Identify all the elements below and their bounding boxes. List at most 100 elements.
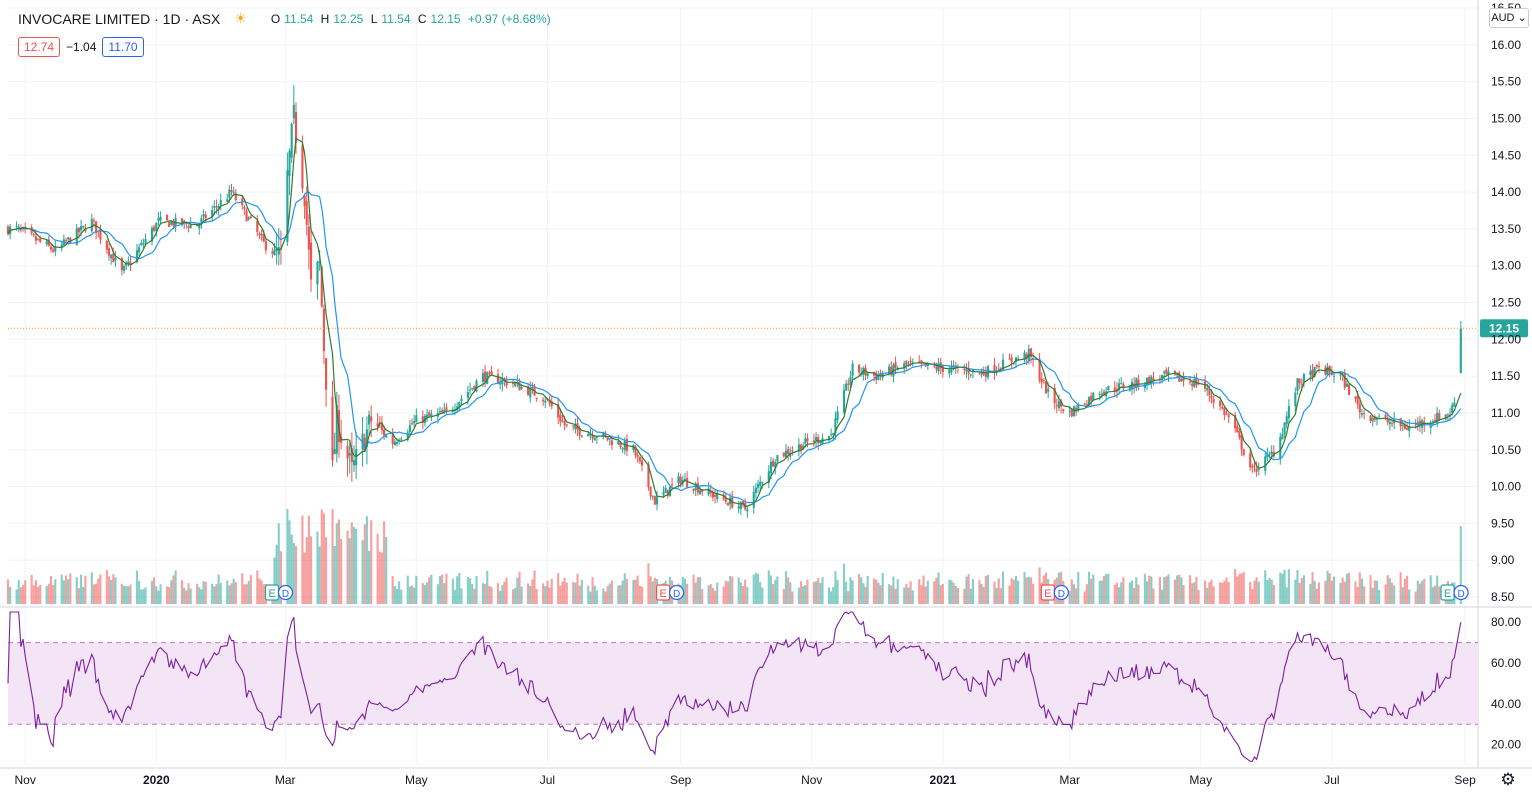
volume-bar <box>1373 580 1376 604</box>
volume-bar <box>1356 587 1359 604</box>
candle-body <box>501 379 504 385</box>
volume-bar <box>185 590 188 604</box>
candle-body <box>918 361 921 363</box>
volume-bar <box>971 579 975 604</box>
candle-body <box>1044 381 1048 394</box>
volume-bar <box>325 537 328 604</box>
candle-body <box>1148 377 1151 385</box>
candle-body <box>746 509 749 512</box>
volume-bar <box>60 574 63 604</box>
volume-bar <box>1266 580 1269 604</box>
volume-bar <box>1227 582 1230 604</box>
candle-body <box>196 224 199 227</box>
open-value: 11.54 <box>284 11 314 26</box>
candle-body <box>82 225 85 228</box>
volume-bar <box>135 570 139 604</box>
volume-bar <box>1328 573 1331 604</box>
candle-body <box>1371 417 1374 422</box>
candle-body <box>1167 371 1170 376</box>
volume-bar <box>546 580 549 604</box>
candle-body <box>514 382 517 386</box>
symbol-title[interactable]: INVOCARE LIMITED · 1D · ASX <box>18 10 221 27</box>
badge-left[interactable]: 12.74 <box>18 37 61 57</box>
volume-bar <box>948 579 951 604</box>
candle-body <box>1057 401 1060 408</box>
volume-bar <box>181 580 184 604</box>
candle-body <box>707 488 710 495</box>
candle-body <box>821 438 824 445</box>
volume-bar <box>952 582 955 604</box>
candle-body <box>1414 424 1417 426</box>
volume-bar <box>159 584 162 604</box>
candle-body <box>984 372 987 377</box>
last-price-label: 12.15 <box>1489 321 1519 335</box>
volume-bar <box>1145 581 1149 604</box>
volume-bar <box>514 587 517 604</box>
volume-bar <box>352 527 356 604</box>
price-tick-label: 10.00 <box>1491 480 1521 494</box>
volume-bar <box>1072 584 1076 604</box>
volume-bar <box>804 585 807 604</box>
candle-body <box>1176 373 1179 376</box>
candle-body <box>621 448 624 450</box>
candle-body <box>260 233 263 236</box>
candle-body <box>535 397 538 399</box>
candle-body <box>262 234 265 242</box>
volume-bar <box>520 586 523 604</box>
volume-bar <box>802 586 805 604</box>
candle-body <box>655 496 659 505</box>
badge-right[interactable]: 11.70 <box>102 37 144 57</box>
candle-body <box>1098 393 1101 395</box>
volume-bar <box>443 583 446 604</box>
candle-body <box>608 438 611 440</box>
candle-body <box>1332 375 1336 377</box>
candle-body <box>1165 369 1168 375</box>
candle-body <box>365 429 368 447</box>
volume-bar <box>621 580 624 604</box>
currency-select[interactable]: AUD ⌄ <box>1489 8 1529 28</box>
volume-bar <box>1249 581 1252 604</box>
candle-body <box>634 446 637 456</box>
candle-body <box>17 226 20 228</box>
volume-bar <box>1369 575 1372 604</box>
volume-bar <box>903 587 906 604</box>
candle-body <box>1264 456 1267 471</box>
rsi-tick-label: 80.00 <box>1491 615 1521 629</box>
candle-body <box>1083 403 1086 405</box>
candle-body <box>1060 400 1063 407</box>
candle-body <box>920 360 923 364</box>
candle-body <box>1068 410 1071 412</box>
volume-bar <box>933 581 936 604</box>
volume-bar <box>157 590 160 604</box>
volume-bar <box>797 587 800 604</box>
volume-bar <box>213 586 216 604</box>
candle-body <box>1373 416 1376 420</box>
volume-bar <box>969 588 972 604</box>
volume-bar <box>1414 591 1417 604</box>
volume-bar <box>1311 572 1314 604</box>
gear-icon[interactable]: ⚙ <box>1500 770 1516 789</box>
candle-body <box>1137 379 1140 387</box>
volume-bar <box>187 583 190 604</box>
volume-bar <box>832 586 835 604</box>
candle-body <box>92 220 96 222</box>
volume-bar <box>881 573 884 604</box>
candle-body <box>1438 413 1441 421</box>
candle-body <box>636 454 639 457</box>
volume-bar <box>1173 579 1177 604</box>
volume-bar <box>1390 582 1394 604</box>
volume-bar <box>204 582 207 604</box>
dividend-marker <box>1453 584 1469 601</box>
volume-bar <box>75 577 78 604</box>
candle-body <box>806 438 809 442</box>
candle-body <box>185 222 188 225</box>
volume-bar <box>1360 578 1364 604</box>
candle-body <box>473 386 476 390</box>
volume-bar <box>634 579 637 604</box>
volume-bar <box>1406 575 1409 604</box>
candle-body <box>950 366 953 373</box>
price-tick-label: 13.00 <box>1491 259 1521 273</box>
